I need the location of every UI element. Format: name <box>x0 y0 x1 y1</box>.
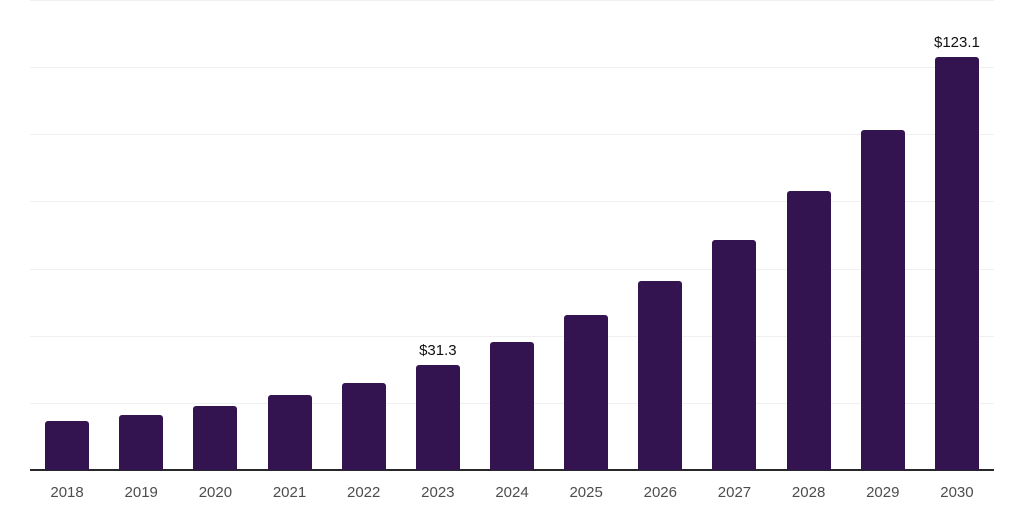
bar-2020[interactable] <box>193 406 238 470</box>
gridline-80 <box>30 201 994 203</box>
gridline-120 <box>30 67 994 69</box>
x-tick-2030: 2030 <box>940 484 974 501</box>
gridline-40 <box>30 335 994 337</box>
x-tick-2022: 2022 <box>347 484 381 501</box>
x-tick-2029: 2029 <box>866 484 900 501</box>
bar-2027[interactable] <box>712 240 757 470</box>
bar-2023[interactable] <box>415 364 460 470</box>
x-tick-2027: 2027 <box>717 484 752 501</box>
bar-2028[interactable] <box>786 190 831 470</box>
plot-area: $31.3 $123.1 <box>30 0 994 471</box>
gridline-100 <box>30 134 994 136</box>
bar-2021[interactable] <box>267 395 312 470</box>
bar-2022[interactable] <box>341 383 386 470</box>
x-axis-line <box>30 469 994 471</box>
bar-2026[interactable] <box>638 281 683 470</box>
bar-2025[interactable] <box>564 314 609 470</box>
x-tick-2019: 2019 <box>124 484 158 501</box>
x-tick-2018: 2018 <box>50 484 84 501</box>
gridline-60 <box>30 268 994 270</box>
bar-2024[interactable] <box>490 342 534 470</box>
gridline-140 <box>30 0 994 1</box>
bar-2019[interactable] <box>119 414 164 470</box>
bar-2030[interactable] <box>934 56 979 470</box>
data-label-2023: $31.3 <box>419 341 457 359</box>
x-tick-2025: 2025 <box>569 484 603 501</box>
x-tick-2024: 2024 <box>495 484 529 501</box>
x-tick-2023: 2023 <box>421 484 455 501</box>
bar-2029[interactable] <box>860 130 905 470</box>
bar-2018[interactable] <box>45 420 90 470</box>
x-tick-2021: 2021 <box>272 484 307 501</box>
data-label-2030: $123.1 <box>933 33 980 51</box>
x-tick-2020: 2020 <box>198 484 233 501</box>
x-tick-2028: 2028 <box>791 484 826 501</box>
x-tick-2026: 2026 <box>643 484 677 501</box>
